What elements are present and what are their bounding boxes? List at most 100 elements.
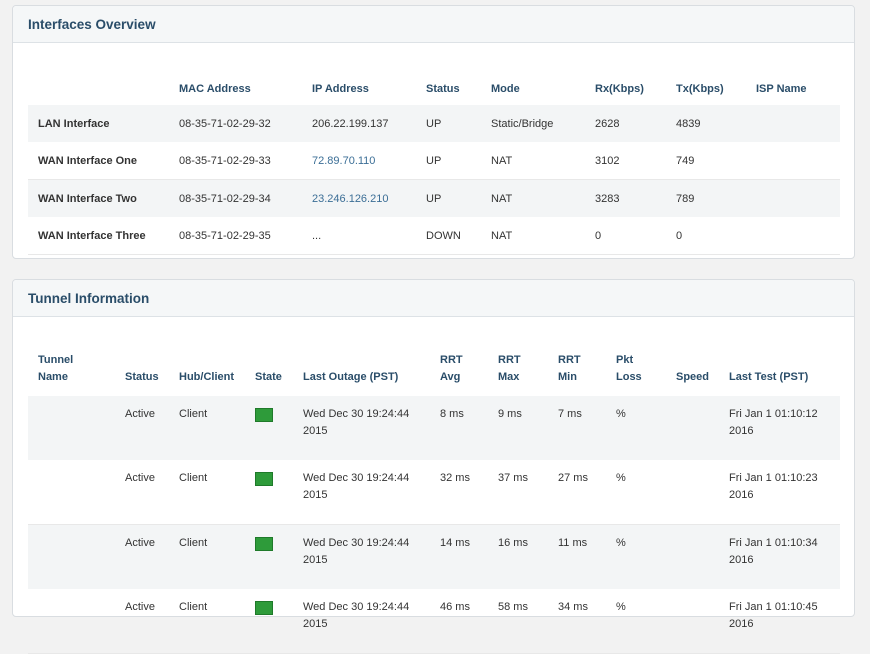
tunnel-name xyxy=(28,396,125,460)
col-rx: Rx(Kbps) xyxy=(595,83,644,95)
mac-address: 08-35-71-02-29-34 xyxy=(179,179,312,217)
ip-address-link[interactable]: 72.89.70.110 xyxy=(312,142,426,180)
status: UP xyxy=(426,142,491,180)
state-cell xyxy=(255,524,303,589)
tunnel-status: Active xyxy=(125,396,179,460)
tx-kbps: 4839 xyxy=(676,105,756,142)
rrt-max: 58 ms xyxy=(498,589,558,654)
state-cell xyxy=(255,460,303,525)
pkt-loss: % xyxy=(616,589,676,654)
col-rrt-max: RRT Max xyxy=(498,354,521,383)
last-test: Fri Jan 1 01:10:45 2016 xyxy=(729,589,840,654)
status: UP xyxy=(426,179,491,217)
table-row: Active Client Wed Dec 30 19:24:44 2015 32… xyxy=(28,460,840,525)
tunnel-status: Active xyxy=(125,524,179,589)
rrt-min: 7 ms xyxy=(558,396,616,460)
status: UP xyxy=(426,105,491,142)
hub-client: Client xyxy=(179,460,255,525)
rrt-max: 37 ms xyxy=(498,460,558,525)
ip-address: ... xyxy=(312,217,426,255)
state-indicator-icon xyxy=(255,408,273,422)
interface-name: WAN Interface One xyxy=(28,142,179,180)
col-pkt-loss: Pkt Loss xyxy=(616,354,642,383)
table-row: WAN Interface Two 08-35-71-02-29-34 23.2… xyxy=(28,179,840,217)
col-last-outage: Last Outage (PST) xyxy=(303,371,399,383)
speed xyxy=(676,396,729,460)
ip-address[interactable]: 23.246.126.210 xyxy=(312,192,389,205)
tunnel-status: Active xyxy=(125,589,179,654)
col-status: Status xyxy=(426,83,460,95)
ip-address-link[interactable]: 23.246.126.210 xyxy=(312,179,426,217)
last-test: Fri Jan 1 01:10:23 2016 xyxy=(729,460,840,525)
speed xyxy=(676,589,729,654)
tunnel-status: Active xyxy=(125,460,179,525)
col-tx: Tx(Kbps) xyxy=(676,83,724,95)
tunnel-header-row: Tunnel Name Status Hub/Client State Last … xyxy=(28,336,840,396)
rrt-avg: 14 ms xyxy=(440,524,498,589)
col-status: Status xyxy=(125,371,159,383)
col-isp-name: ISP Name xyxy=(756,83,807,95)
rx-kbps: 0 xyxy=(595,217,676,255)
rrt-avg: 8 ms xyxy=(440,396,498,460)
mac-address: 08-35-71-02-29-33 xyxy=(179,142,312,180)
table-row: LAN Interface 08-35-71-02-29-32 206.22.1… xyxy=(28,105,840,142)
interfaces-table: MAC Address IP Address Status Mode Rx(Kb… xyxy=(28,59,840,255)
rx-kbps: 2628 xyxy=(595,105,676,142)
col-tunnel-name: Tunnel Name xyxy=(38,354,74,383)
col-mode: Mode xyxy=(491,83,520,95)
col-hub-client: Hub/Client xyxy=(179,371,234,383)
table-row: Active Client Wed Dec 30 19:24:44 2015 14… xyxy=(28,524,840,589)
hub-client: Client xyxy=(179,396,255,460)
mac-address: 08-35-71-02-29-32 xyxy=(179,105,312,142)
interface-name: WAN Interface Two xyxy=(28,179,179,217)
tx-kbps: 0 xyxy=(676,217,756,255)
col-speed: Speed xyxy=(676,371,710,383)
last-outage: Wed Dec 30 19:24:44 2015 xyxy=(303,589,440,654)
rrt-max: 9 ms xyxy=(498,396,558,460)
tunnel-information-panel: Tunnel Information Tunnel Name Status Hub… xyxy=(12,279,855,654)
col-rrt-min: RRT Min xyxy=(558,354,581,383)
table-row: WAN Interface Three 08-35-71-02-29-35 ..… xyxy=(28,217,840,255)
table-row: WAN Interface One 08-35-71-02-29-33 72.8… xyxy=(28,142,840,180)
col-state: State xyxy=(255,371,282,383)
interfaces-overview-title: Interfaces Overview xyxy=(13,6,854,43)
mac-address: 08-35-71-02-29-35 xyxy=(179,217,312,255)
mode: NAT xyxy=(491,179,595,217)
rrt-min: 27 ms xyxy=(558,460,616,525)
last-outage: Wed Dec 30 19:24:44 2015 xyxy=(303,524,440,589)
tx-kbps: 749 xyxy=(676,142,756,180)
tunnel-table: Tunnel Name Status Hub/Client State Last … xyxy=(28,336,840,654)
mode: NAT xyxy=(491,217,595,255)
rrt-min: 34 ms xyxy=(558,589,616,654)
rx-kbps: 3283 xyxy=(595,179,676,217)
interface-name: WAN Interface Three xyxy=(28,217,179,255)
tunnel-name xyxy=(28,460,125,525)
hub-client: Client xyxy=(179,589,255,654)
tunnel-information-title: Tunnel Information xyxy=(13,280,854,317)
interfaces-overview-panel: Interfaces Overview MAC Address IP Addre… xyxy=(12,5,855,259)
table-row: Active Client Wed Dec 30 19:24:44 2015 46… xyxy=(28,589,840,654)
status: DOWN xyxy=(426,217,491,255)
state-indicator-icon xyxy=(255,601,273,615)
pkt-loss: % xyxy=(616,460,676,525)
pkt-loss: % xyxy=(616,396,676,460)
tunnel-name xyxy=(28,524,125,589)
rrt-max: 16 ms xyxy=(498,524,558,589)
ip-address[interactable]: 72.89.70.110 xyxy=(312,154,376,167)
hub-client: Client xyxy=(179,524,255,589)
isp-name xyxy=(756,217,840,255)
state-cell xyxy=(255,396,303,460)
interfaces-header-row: MAC Address IP Address Status Mode Rx(Kb… xyxy=(28,59,840,105)
mode: NAT xyxy=(491,142,595,180)
rrt-avg: 32 ms xyxy=(440,460,498,525)
col-ip-address: IP Address xyxy=(312,83,369,95)
rrt-avg: 46 ms xyxy=(440,589,498,654)
rx-kbps: 3102 xyxy=(595,142,676,180)
col-mac-address: MAC Address xyxy=(179,83,251,95)
state-indicator-icon xyxy=(255,537,273,551)
last-test: Fri Jan 1 01:10:12 2016 xyxy=(729,396,840,460)
state-indicator-icon xyxy=(255,472,273,486)
col-rrt-avg: RRT Avg xyxy=(440,354,463,383)
speed xyxy=(676,524,729,589)
last-outage: Wed Dec 30 19:24:44 2015 xyxy=(303,460,440,525)
